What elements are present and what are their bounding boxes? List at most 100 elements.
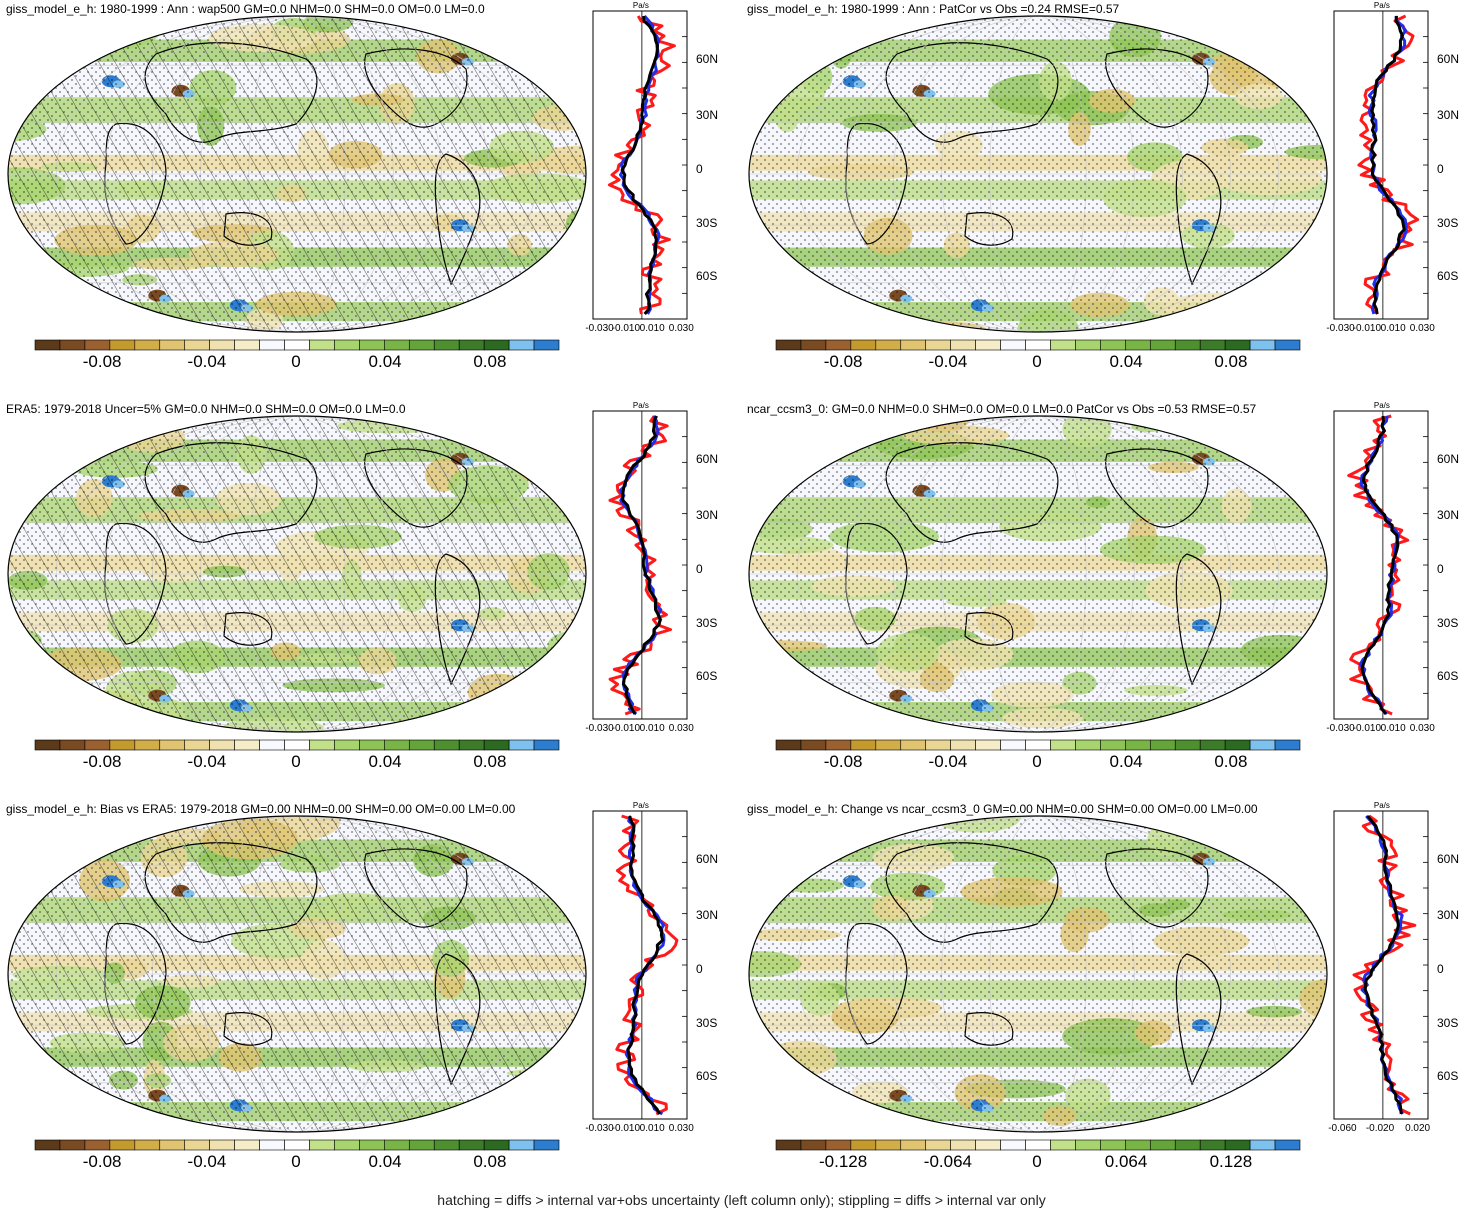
latitude-label: 30N <box>696 507 719 522</box>
colorbar <box>34 1139 560 1151</box>
colorbar-swatch <box>800 739 827 751</box>
colorbar-label: -0.064 <box>923 1152 973 1171</box>
latitude-label: 60S <box>1437 669 1459 684</box>
profile-line-black <box>621 415 662 715</box>
colorbar-swatch <box>1224 1139 1251 1151</box>
colorbar-swatch <box>775 1139 802 1151</box>
colorbar-swatch <box>775 739 802 751</box>
panel-title: ncar_ccsm3_0: GM=0.0 NHM=0.0 SHM=0.0 OM=… <box>747 402 1257 416</box>
latitude-label: 60N <box>1437 852 1460 867</box>
colorbar-label: 0 <box>1032 1152 1042 1171</box>
zonal-mean-profile <box>1333 810 1429 1120</box>
colorbar-swatch <box>359 339 385 351</box>
colorbar-swatch <box>1025 739 1051 751</box>
colorbar-swatch <box>34 739 61 751</box>
colorbar-label: 0.08 <box>473 1152 507 1171</box>
colorbar-swatch <box>975 1139 1001 1151</box>
colorbar-label: -0.08 <box>82 1152 122 1171</box>
colorbar-swatch <box>1025 1139 1051 1151</box>
colorbar-label: -0.04 <box>928 752 968 771</box>
colorbar-swatch <box>134 339 161 351</box>
colorbar-swatch <box>875 739 902 751</box>
colorbar-label: 0 <box>291 752 301 771</box>
colorbar-swatch <box>950 739 976 751</box>
colorbar-swatch <box>84 339 111 351</box>
colorbar-label: 0.08 <box>473 352 507 371</box>
latitude-label: 60S <box>1437 1069 1459 1084</box>
colorbar-swatch <box>825 1139 852 1151</box>
colorbar-swatch <box>900 1139 927 1151</box>
colorbar-swatch <box>1274 1139 1301 1151</box>
panel-title: giss_model_e_h: Bias vs ERA5: 1979-2018 … <box>6 802 516 816</box>
colorbar-swatch <box>825 739 852 751</box>
profile-x-tick: -0.010 <box>611 1123 641 1134</box>
colorbar-swatch <box>925 1139 951 1151</box>
profile-line-red <box>1357 14 1420 315</box>
colorbar-swatch <box>284 339 310 351</box>
profile-x-tick: 0.030 <box>1409 723 1435 734</box>
global-map <box>748 15 1328 333</box>
colorbar-swatch <box>109 339 136 351</box>
panel-bias-vs-era5: giss_model_e_h: Bias vs ERA5: 1979-2018 … <box>0 800 741 1190</box>
profile-unit: Pa/s <box>632 1 649 10</box>
colorbar-swatch <box>483 339 510 351</box>
colorbar-label: 0 <box>1032 752 1042 771</box>
latitude-label: 30S <box>1437 215 1459 230</box>
profile-x-tick: 0.030 <box>668 1123 694 1134</box>
zonal-mean-profile <box>1333 10 1429 320</box>
colorbar-label: -0.08 <box>82 352 122 371</box>
colorbar-swatch <box>775 339 802 351</box>
profile-x-tick: -0.010 <box>611 723 641 734</box>
colorbar-swatch <box>408 339 435 351</box>
profile-x-tick: -0.030 <box>1326 323 1355 334</box>
colorbar-swatch <box>184 739 210 751</box>
profile-unit: Pa/s <box>632 801 649 810</box>
colorbar-label: 0.04 <box>368 1152 402 1171</box>
colorbar-label: 0.04 <box>1109 352 1143 371</box>
colorbar-swatch <box>134 739 161 751</box>
latitude-label: 0 <box>1437 961 1444 976</box>
colorbar-label: -0.08 <box>82 752 122 771</box>
colorbar-swatch <box>1274 739 1301 751</box>
colorbar-swatch <box>84 1139 111 1151</box>
profile-x-tick: 0.010 <box>639 1123 665 1134</box>
colorbar-swatch <box>1075 739 1101 751</box>
latitude-label: 60N <box>696 52 719 67</box>
colorbar-swatch <box>875 339 902 351</box>
colorbar-swatch <box>533 739 560 751</box>
latitude-label: 30N <box>696 907 719 922</box>
colorbar-label: 0.04 <box>1109 752 1143 771</box>
latitude-label: 0 <box>696 161 703 176</box>
profile-x-tick: -0.010 <box>1352 323 1382 334</box>
colorbar-swatch <box>384 739 410 751</box>
colorbar-swatch <box>209 339 235 351</box>
colorbar-swatch <box>59 1139 86 1151</box>
colorbar <box>775 1139 1301 1151</box>
colorbar-swatch <box>533 339 560 351</box>
zonal-mean-profile <box>592 810 688 1120</box>
latitude-label: 0 <box>696 961 703 976</box>
colorbar-swatch <box>1100 739 1126 751</box>
latitude-label: 60S <box>696 669 718 684</box>
colorbar-swatch <box>359 1139 385 1151</box>
colorbar-swatch <box>533 1139 560 1151</box>
profile-x-tick: -0.030 <box>585 1123 614 1134</box>
colorbar-swatch <box>234 739 260 751</box>
colorbar-swatch <box>1224 739 1251 751</box>
latitude-label: 30S <box>696 615 718 630</box>
colorbar-swatch <box>1174 1139 1201 1151</box>
colorbar-swatch <box>1149 339 1176 351</box>
colorbar-label: -0.04 <box>187 352 227 371</box>
colorbar-swatch <box>433 739 460 751</box>
profile-x-tick: 0.030 <box>668 723 694 734</box>
colorbar-label: 0.08 <box>1214 752 1248 771</box>
colorbar-swatch <box>458 339 485 351</box>
colorbar-swatch <box>875 1139 902 1151</box>
colorbar-swatch <box>1075 339 1101 351</box>
profile-line-black <box>1370 15 1406 315</box>
panel-era5-climatology: ERA5: 1979-2018 Uncer=5% GM=0.0 NHM=0.0 … <box>0 400 741 790</box>
colorbar-label: 0.08 <box>473 752 507 771</box>
profile-x-tick: 0.010 <box>639 323 665 334</box>
colorbar-label: -0.04 <box>928 352 968 371</box>
colorbar-label: 0.08 <box>1214 352 1248 371</box>
